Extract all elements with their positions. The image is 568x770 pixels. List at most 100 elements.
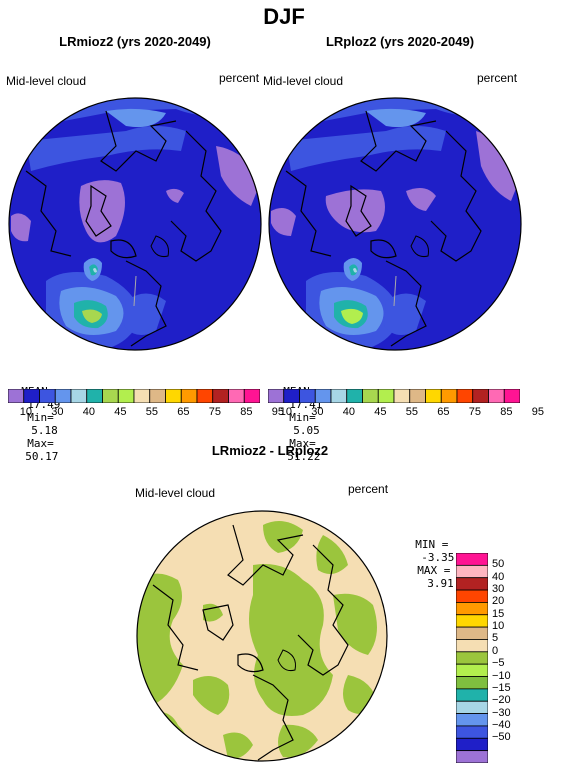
panel-2-colorbar-tick-label: 40 [342,406,355,418]
difference-colorbar-swatch [456,688,488,702]
panel-1-colorbar-tick-label: 55 [145,406,158,418]
panel-2-min-label: Min= [289,411,316,424]
difference-colorbar-tick-label: −20 [492,694,511,707]
difference-units-label: percent [348,482,389,496]
panel-1-colorbar-tick-label: 85 [240,406,253,418]
difference-max-label: MAX = [417,564,451,577]
panel-1-colorbar-swatch [243,389,260,403]
panel-2-colorbar-tick-label: 95 [531,406,544,418]
difference-colorbar-tick-label: 0 [492,644,499,657]
difference-colorbar-swatch [456,626,488,640]
panel-2-units-label: percent [477,71,518,85]
panel-1-variable-label: Mid-level cloud [6,74,87,88]
panel-2-colorbar-swatch [362,389,379,403]
difference-colorbar-swatch [456,553,488,566]
panel-2-colorbar-tick-label: 75 [468,406,481,418]
panel-1-colorbar-swatch [102,389,119,403]
difference-colorbar-tick-label: 40 [492,570,505,583]
panel-2-min-value: 5.05 [293,424,320,437]
panel-2-colorbar-swatch [425,389,442,403]
difference-colorbar-swatch [456,577,488,591]
panel-2-colorbar-swatch [440,389,458,403]
panel-2-colorbar-swatch [472,389,489,403]
panel-1-colorbar-tick-label: 65 [177,406,190,418]
panel-2-colorbar-swatch [314,389,332,403]
difference-colorbar-swatch [456,651,488,665]
panel-2-variable-label: Mid-level cloud [263,74,344,88]
panel-1-colorbar [8,389,260,403]
panel-1-colorbar-swatch [228,389,245,403]
difference-colorbar-swatch [456,639,488,653]
panel-1-colorbar-swatch [165,389,182,403]
panel-1-colorbar-swatch [39,389,56,403]
difference-min-label: MIN = [415,538,449,551]
panel-2-max-label: Max= [289,437,316,450]
panel-2-colorbar-tick-label: 10 [279,406,292,418]
difference-colorbar-swatch [456,700,488,714]
difference-title: LRmioz2 - LRploz2 [211,443,329,458]
difference-colorbar-swatch [456,676,488,690]
difference-variable-label: Mid-level cloud [135,486,216,500]
panel-2-colorbar-swatch [377,389,395,403]
panel-1-colorbar-tick-label: 30 [51,406,64,418]
panel-1-colorbar-swatch [133,389,151,403]
panel-1-colorbar-tick-label: 40 [82,406,95,418]
difference-colorbar-tick-label: −10 [492,669,511,682]
difference-colorbar-swatch [456,564,488,579]
difference-colorbar-tick-label: 50 [492,558,505,571]
panel-2-colorbar-swatch [488,389,505,403]
difference-colorbar-tick-label: −5 [492,657,505,670]
panel-2-colorbar-swatch [283,389,300,403]
difference-max-value: 3.91 [427,577,454,590]
difference-colorbar-tick-label: 5 [492,632,499,645]
difference-min-value: -3.35 [421,551,455,564]
panel-2-max-value: 51.22 [287,450,321,463]
panel-1-colorbar-swatch [180,389,198,403]
panel-2-colorbar-swatch [503,389,520,403]
panel-2-colorbar-swatch [409,389,426,403]
difference-colorbar-tick-label: −15 [492,681,511,694]
panel-1-colorbar-tick-label: 45 [114,406,127,418]
panel-2-colorbar-swatch [393,389,411,403]
difference-colorbar-tick-label: 20 [492,595,505,608]
panel-1-colorbar-swatch [8,389,25,403]
difference-colorbar-swatch [456,725,488,739]
difference-colorbar-tick-label: 30 [492,583,505,596]
difference-stats: MIN = -3.35 MAX = 3.91 [402,525,454,590]
panel-2-colorbar-tick-label: 65 [437,406,450,418]
panel-2-colorbar-swatch [456,389,474,403]
panel-2-colorbar [268,389,520,403]
panel-1-colorbar-tick-label: 95 [271,406,284,418]
difference-map [136,510,388,762]
panel-1-min-value: 5.18 [31,424,58,437]
difference-colorbar-swatch [456,750,488,763]
difference-colorbar-tick-label: 15 [492,607,505,620]
difference-colorbar-swatch [456,589,488,603]
difference-colorbar-tick-label: −50 [492,731,511,744]
panel-1-map [8,97,262,351]
panel-1-colorbar-labels: 10 30 40 45 55 65 75 85 95 [8,406,284,420]
difference-colorbar-tick-label: −30 [492,706,511,719]
panel-2-colorbar-swatch [268,389,285,403]
panel-1-colorbar-swatch [70,389,88,403]
difference-colorbar-tick-label: −40 [492,718,511,731]
figure-title: DJF [263,4,305,29]
panel-1-colorbar-swatch [86,389,103,403]
panel-2-colorbar-tick-label: 85 [500,406,513,418]
panel-2-colorbar-tick-label: 55 [405,406,418,418]
panel-1-colorbar-swatch [196,389,214,403]
difference-colorbar [456,553,488,763]
panel-1-max-value: 50.17 [25,450,59,463]
panel-1-units-label: percent [219,71,260,85]
difference-colorbar-swatch [456,737,488,752]
panel-1-colorbar-swatch [212,389,229,403]
panel-1-colorbar-tick-label: 10 [19,406,32,418]
panel-2-colorbar-swatch [346,389,363,403]
panel-2-map [268,97,522,351]
panel-1-colorbar-swatch [23,389,40,403]
difference-colorbar-swatch [456,602,488,616]
panel-1-title: LRmioz2 (yrs 2020-2049) [59,34,211,49]
difference-colorbar-labels: 50 40 30 20 15 10 5 0 −5 −10 −15 −20 −30 −40 −50 [492,553,532,763]
difference-colorbar-swatch [456,663,488,677]
panel-1-colorbar-swatch [54,389,72,403]
